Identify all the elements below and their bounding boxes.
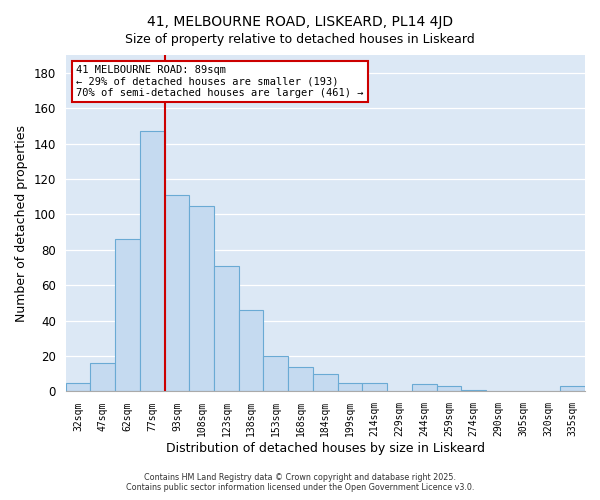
Bar xyxy=(140,131,164,392)
Bar xyxy=(461,390,486,392)
Y-axis label: Number of detached properties: Number of detached properties xyxy=(15,124,28,322)
Text: 41 MELBOURNE ROAD: 89sqm
← 29% of detached houses are smaller (193)
70% of semi-: 41 MELBOURNE ROAD: 89sqm ← 29% of detach… xyxy=(76,65,364,98)
Bar xyxy=(91,363,115,392)
Bar xyxy=(164,195,190,392)
Bar xyxy=(263,356,288,392)
Bar xyxy=(338,382,362,392)
Text: Contains HM Land Registry data © Crown copyright and database right 2025.
Contai: Contains HM Land Registry data © Crown c… xyxy=(126,473,474,492)
Bar xyxy=(362,382,387,392)
X-axis label: Distribution of detached houses by size in Liskeard: Distribution of detached houses by size … xyxy=(166,442,485,455)
Bar xyxy=(65,382,91,392)
Bar xyxy=(115,239,140,392)
Text: Size of property relative to detached houses in Liskeard: Size of property relative to detached ho… xyxy=(125,32,475,46)
Bar xyxy=(239,310,263,392)
Text: 41, MELBOURNE ROAD, LISKEARD, PL14 4JD: 41, MELBOURNE ROAD, LISKEARD, PL14 4JD xyxy=(147,15,453,29)
Bar xyxy=(412,384,437,392)
Bar xyxy=(288,366,313,392)
Bar xyxy=(560,386,585,392)
Bar xyxy=(437,386,461,392)
Bar xyxy=(313,374,338,392)
Bar xyxy=(214,266,239,392)
Bar xyxy=(190,206,214,392)
